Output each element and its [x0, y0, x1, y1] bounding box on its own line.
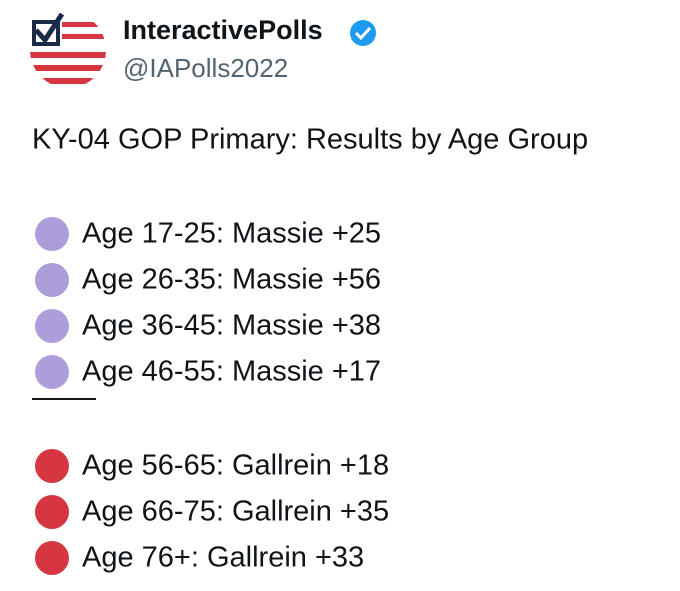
bullet [35, 495, 69, 529]
result-item: Age 56-65: Gallrein +18 [82, 450, 389, 482]
bullet [35, 541, 69, 575]
bullet [35, 217, 69, 251]
avatar[interactable] [28, 10, 108, 90]
result-item: Age 26-35: Massie +56 [82, 264, 381, 296]
bullet [35, 449, 69, 483]
result-item: Age 76+: Gallrein +33 [82, 542, 364, 574]
handle[interactable]: @IAPolls2022 [123, 53, 288, 83]
verified-badge [350, 20, 376, 46]
result-item: Age 36-45: Massie +38 [82, 310, 381, 342]
bullet [35, 355, 69, 389]
result-item: Age 46-55: Massie +17 [82, 356, 381, 388]
bullet [35, 309, 69, 343]
display-name[interactable]: InteractivePolls [123, 15, 323, 45]
post-title: KY-04 GOP Primary: Results by Age Group [32, 124, 588, 156]
result-item: Age 66-75: Gallrein +35 [82, 496, 389, 528]
bullet [35, 263, 69, 297]
result-item: Age 17-25: Massie +25 [82, 218, 381, 250]
